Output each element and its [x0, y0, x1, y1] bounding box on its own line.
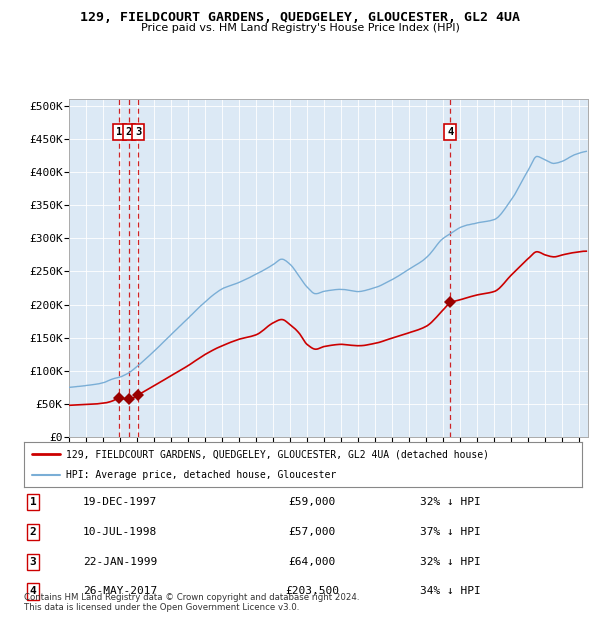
- Text: 1: 1: [29, 497, 37, 507]
- Text: 4: 4: [447, 127, 453, 137]
- Text: £57,000: £57,000: [289, 527, 335, 537]
- Text: 129, FIELDCOURT GARDENS, QUEDGELEY, GLOUCESTER, GL2 4UA: 129, FIELDCOURT GARDENS, QUEDGELEY, GLOU…: [80, 11, 520, 24]
- Text: 32% ↓ HPI: 32% ↓ HPI: [419, 497, 481, 507]
- Text: 3: 3: [29, 557, 37, 567]
- Text: £203,500: £203,500: [285, 587, 339, 596]
- Text: 2: 2: [126, 127, 132, 137]
- Text: Price paid vs. HM Land Registry's House Price Index (HPI): Price paid vs. HM Land Registry's House …: [140, 23, 460, 33]
- Text: 32% ↓ HPI: 32% ↓ HPI: [419, 557, 481, 567]
- Text: £59,000: £59,000: [289, 497, 335, 507]
- Text: 3: 3: [135, 127, 141, 137]
- Text: 19-DEC-1997: 19-DEC-1997: [83, 497, 157, 507]
- Text: HPI: Average price, detached house, Gloucester: HPI: Average price, detached house, Glou…: [66, 469, 336, 480]
- Text: 26-MAY-2017: 26-MAY-2017: [83, 587, 157, 596]
- Text: 2: 2: [29, 527, 37, 537]
- Text: 10-JUL-1998: 10-JUL-1998: [83, 527, 157, 537]
- Text: 34% ↓ HPI: 34% ↓ HPI: [419, 587, 481, 596]
- Text: £64,000: £64,000: [289, 557, 335, 567]
- Text: 4: 4: [29, 587, 37, 596]
- Text: 1: 1: [116, 127, 122, 137]
- Text: 37% ↓ HPI: 37% ↓ HPI: [419, 527, 481, 537]
- Text: 22-JAN-1999: 22-JAN-1999: [83, 557, 157, 567]
- Text: Contains HM Land Registry data © Crown copyright and database right 2024.
This d: Contains HM Land Registry data © Crown c…: [24, 593, 359, 612]
- Text: 129, FIELDCOURT GARDENS, QUEDGELEY, GLOUCESTER, GL2 4UA (detached house): 129, FIELDCOURT GARDENS, QUEDGELEY, GLOU…: [66, 449, 489, 459]
